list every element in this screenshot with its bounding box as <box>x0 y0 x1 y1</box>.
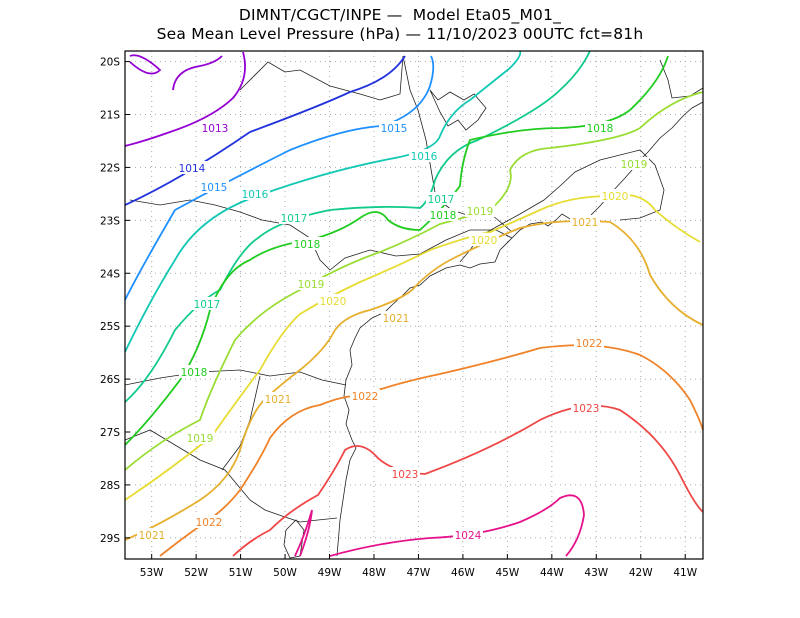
x-tick-label: 48W <box>362 567 386 579</box>
label-1018: 1018 1018 1018 1018 <box>179 121 615 379</box>
state-border-3 <box>129 199 513 271</box>
isobar-label-1014: 1014 <box>179 163 206 175</box>
isobar-label-1021-a: 1021 <box>383 313 410 325</box>
y-tick-label: 22S <box>100 162 120 174</box>
isobar-label-1017-a: 1017 <box>281 213 308 225</box>
isobar-label-1022-c: 1022 <box>196 517 223 529</box>
isobar-label-1017-c: 1017 <box>194 299 221 311</box>
isobar-label-1024: 1024 <box>455 530 482 542</box>
isobar-label-1019-b: 1019 <box>467 206 494 218</box>
isobar-1015 <box>124 55 435 301</box>
isobar-label-1022-b: 1022 <box>576 338 603 350</box>
isobar-1023 <box>232 404 704 557</box>
y-tick-label: 26S <box>100 374 120 386</box>
isobar-label-1021-d: 1021 <box>139 530 166 542</box>
x-tick-label: 50W <box>273 567 297 579</box>
label-1019: 1019 1019 1019 1019 <box>185 157 649 445</box>
isobar-label-1013: 1013 <box>202 123 229 135</box>
isobar-1024-a <box>294 509 313 557</box>
isobar-label-1020-b: 1020 <box>471 235 498 247</box>
x-tick-label: 53W <box>140 567 164 579</box>
x-tick-label: 52W <box>184 567 208 579</box>
label-1016: 1016 1016 <box>240 149 439 201</box>
isobar-label-1018-d: 1018 <box>181 367 208 379</box>
coastline <box>336 101 704 557</box>
isobar-label-1020-a: 1020 <box>320 296 347 308</box>
state-border-4 <box>239 55 404 101</box>
isobar-label-1015-a: 1015 <box>201 182 228 194</box>
isobar-1019 <box>124 91 704 471</box>
isobar-1024-b <box>329 494 585 557</box>
isobar-1021 <box>124 219 704 541</box>
isobar-1016 <box>124 50 522 353</box>
map-frame <box>124 50 704 560</box>
isobar-1022 <box>159 344 704 557</box>
y-tick-label: 24S <box>100 268 120 280</box>
x-tick-label: 46W <box>451 567 475 579</box>
label-1021: 1021 1021 1021 1021 <box>137 215 600 542</box>
isobar-label-1019-d: 1019 <box>187 433 214 445</box>
isobars <box>124 50 704 557</box>
label-1017: 1017 1017 1017 <box>192 192 456 311</box>
label-1013: 1013 <box>200 121 230 135</box>
isobar-label-1017-b: 1017 <box>428 194 455 206</box>
isobar-label-1018-a: 1018 <box>294 239 321 251</box>
isobar-label-1018-b: 1018 <box>430 210 457 222</box>
axes: 53W 52W 51W 50W 49W 48W 47W 46W 45W 44W 43W 42W 41W 2… <box>100 57 698 579</box>
label-1020: 1020 1020 1020 <box>318 189 630 308</box>
label-1015: 1015 1015 <box>199 121 409 194</box>
isobar-1018 <box>124 55 669 446</box>
y-tick-label: 28S <box>100 480 120 492</box>
isobar-1013 <box>124 51 246 147</box>
y-tick-label: 29S <box>100 533 120 545</box>
label-1014: 1014 <box>177 161 207 175</box>
x-tick-label: 49W <box>318 567 342 579</box>
isobar-label-1016-b: 1016 <box>411 151 438 163</box>
chart-title-line-2: Sea Mean Level Pressure (hPa) — 11/10/20… <box>156 25 644 43</box>
y-tick-label: 21S <box>100 110 120 122</box>
isobar-label-1021-c: 1021 <box>265 394 292 406</box>
isobar-label-1021-b: 1021 <box>572 217 599 229</box>
x-tick-label: 51W <box>229 567 253 579</box>
x-tick-label: 47W <box>407 567 431 579</box>
y-tick-label: 25S <box>100 321 120 333</box>
label-1024: 1024 <box>453 528 483 542</box>
chart-title-line-1: DIMNT/CGCT/INPE — Model Eta05_M01_ <box>238 6 562 24</box>
label-1023: 1023 1023 <box>390 401 601 481</box>
state-border-6 <box>659 59 704 99</box>
state-border-1 <box>124 369 347 386</box>
label-1022: 1022 1022 1022 <box>194 336 604 529</box>
isobar-label-1018-c: 1018 <box>587 123 614 135</box>
isobar-label-1019-a: 1019 <box>298 279 325 291</box>
y-tick-label: 23S <box>100 215 120 227</box>
x-tick-label: 42W <box>629 567 653 579</box>
isobar-label-1019-c: 1019 <box>621 159 648 171</box>
isobar-label-1023-a: 1023 <box>392 469 419 481</box>
x-tick-label: 44W <box>540 567 564 579</box>
x-tick-label: 41W <box>673 567 697 579</box>
x-tick-label: 45W <box>495 567 519 579</box>
isobar-labels: 1013 1014 1015 1015 1016 1016 1017 1017 … <box>137 121 649 542</box>
isobar-1014 <box>124 55 406 206</box>
y-tick-label: 27S <box>100 427 120 439</box>
y-tick-label: 20S <box>100 57 120 69</box>
isobar-label-1023-b: 1023 <box>573 403 600 415</box>
isobar-label-1016-a: 1016 <box>242 189 269 201</box>
isobar-label-1015-b: 1015 <box>381 123 408 135</box>
isobar-label-1020-c: 1020 <box>602 191 629 203</box>
isobar-label-1022-a: 1022 <box>352 391 379 403</box>
x-tick-label: 43W <box>584 567 608 579</box>
